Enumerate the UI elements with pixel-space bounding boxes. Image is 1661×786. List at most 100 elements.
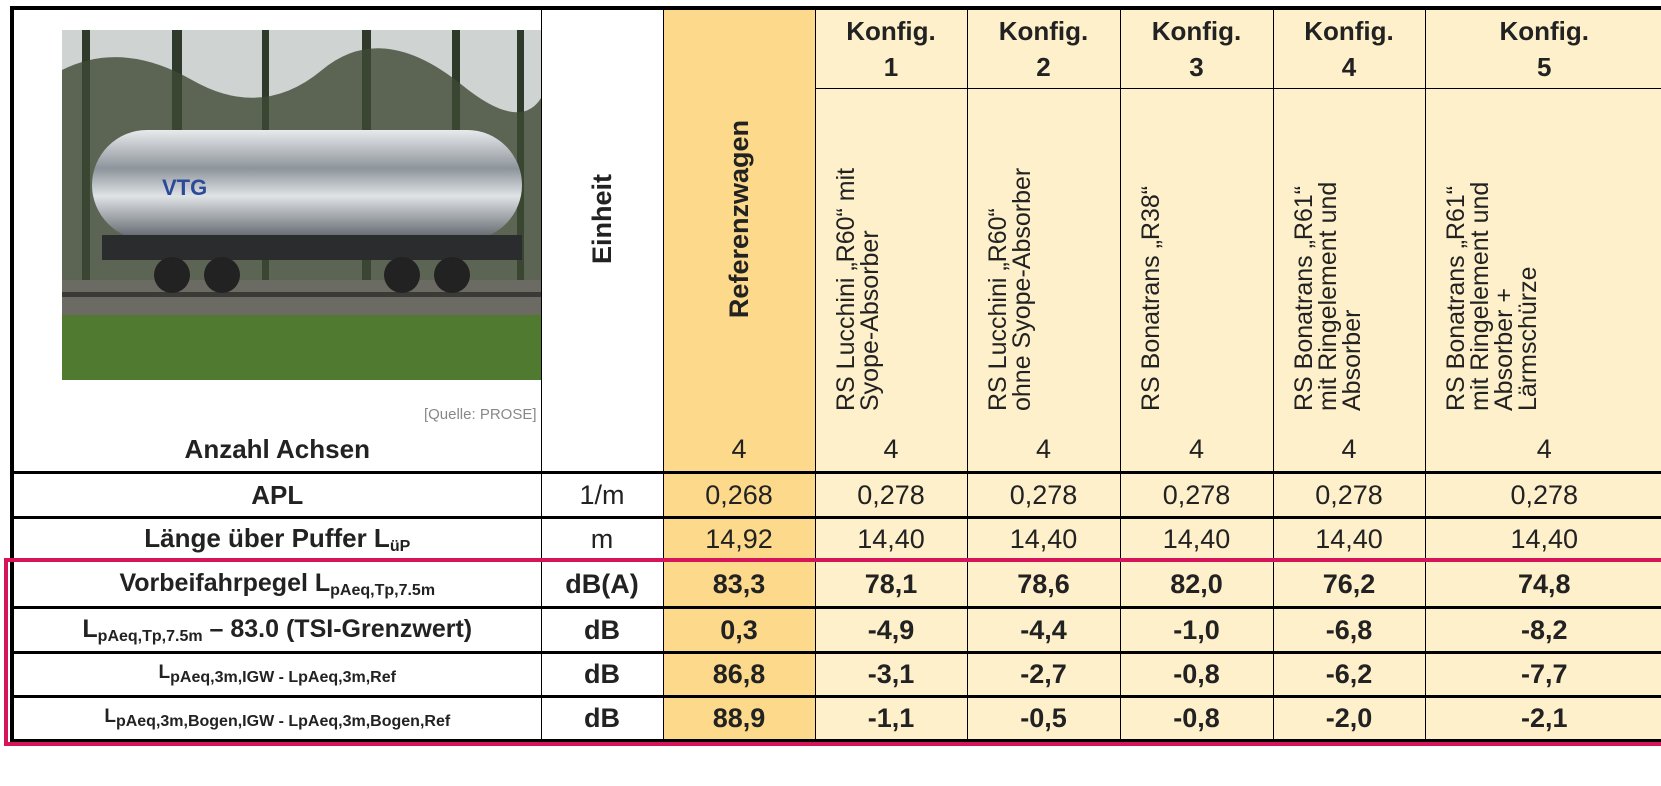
value-cell: -2,0 [1272,696,1426,742]
description-row: RS Lucchini „R60“ mit Syope-Absorber RS Lu… [12,88,1661,429]
value-cell: -0,8 [1119,696,1274,742]
highlight-frame [4,558,1661,746]
value-cell: 4 [1119,428,1274,474]
data-row: Vorbeifahrpegel LpAeq,Tp,7.5m dB(A) 83,3 78… [11,560,1661,609]
value-cell: 0,278 [1424,472,1661,519]
data-row: Anzahl Achsen 4 4 4 4 4 4 [11,428,1661,474]
description-text: RS Bonatrans „R38“ [1136,89,1165,429]
value-cell: -1,0 [1119,607,1274,654]
image-caption: [Quelle: PROSE] [423,405,537,423]
value-cell: 14,40 [1424,517,1661,562]
reference-header-text: Referenzwagen [723,120,754,319]
label-part: pAeq,Tp,7.5m [330,581,436,599]
data-row: Länge über Puffer LüP m 14,92 14,40 14,40 14,… [11,517,1661,562]
value-cell: 76,2 [1272,560,1426,609]
value-cell: 74,8 [1424,560,1661,609]
description-line: Syope-Absorber [855,229,884,411]
value-cell: 83,3 [662,560,816,609]
spec-table: VTG [Quelle: PROSE] Einheit Referenzwagen Ko… [10,6,1661,743]
value-cell: 14,40 [1119,517,1274,562]
row-label: Anzahl Achsen [11,428,542,474]
unit-header: Einheit [540,8,664,429]
config-header: Konfig. 4 [1272,8,1426,89]
description-text: RS Lucchini „R60“ mit Syope-Absorber [832,89,884,429]
row-unit: dB(A) [540,560,664,609]
description-box: RS Lucchini „R60“ mit Syope-Absorber [816,89,966,429]
row-label: APL [11,472,542,519]
row-label: LpAeq,3m,IGW - LpAeq,3m,Ref [11,652,542,698]
config-label: Konfig. [1151,15,1242,46]
value-cell: -2,7 [966,652,1121,698]
value-cell: -0,8 [1119,652,1274,698]
description-line: Lärmschürze [1513,266,1542,411]
value-cell: 86,8 [662,652,816,698]
value-cell: 14,92 [662,517,816,562]
config-number: 4 [1341,51,1357,82]
data-row: APL 1/m 0,268 0,278 0,278 0,278 0,278 0,278 [11,472,1661,519]
data-row: LpAeq,Tp,7.5m – 83.0 (TSI-Grenzwert) dB 0,… [11,607,1661,654]
row-unit: dB [540,607,664,654]
value-cell: -6,8 [1272,607,1426,654]
label-part: pAeq,3m,IGW - LpAeq,3m,Ref [170,669,396,686]
config-header: Konfig. 1 [814,8,968,89]
config-header: Konfig. 2 [966,8,1121,89]
config-number: 5 [1537,51,1552,82]
label-part: Anzahl Achsen [184,434,370,465]
value-cell: -7,7 [1424,652,1661,698]
config-description: RS Bonatrans „R61“ mit Ringelement und Abs… [1424,88,1661,429]
label-part: Länge über Puffer L [144,522,390,553]
label-part: L [158,662,171,683]
config-label: Konfig. [998,15,1089,46]
config-label: Konfig. [1304,15,1394,46]
svg-text:VTG: VTG [162,175,207,200]
image-cell: VTG [Quelle: PROSE] [11,8,542,429]
value-cell: 14,40 [1272,517,1426,562]
value-cell: -2,1 [1424,696,1661,742]
description-text: RS Bonatrans „R61“ mit Ringelement und Abs… [1442,89,1542,429]
description-line: RS Bonatrans „R38“ [1136,185,1165,411]
row-label: Vorbeifahrpegel LpAeq,Tp,7.5m [11,560,542,609]
label-part: üP [389,537,411,555]
row-label: Länge über Puffer LüP [11,517,542,562]
config-label: Konfig. [1499,15,1590,46]
description-box: RS Bonatrans „R61“ mit Ringelement und Abs… [1274,89,1424,429]
value-cell: -1,1 [814,696,968,742]
value-cell: 14,40 [814,517,968,562]
description-line: ohne Syope-Absorber [1007,167,1036,411]
row-unit: dB [540,696,664,742]
value-cell: 4 [1272,428,1426,474]
label-part: L [104,705,116,727]
value-cell: 0,278 [1272,472,1426,519]
config-number: 1 [883,51,899,82]
row-unit: m [540,517,664,562]
label-part: pAeq,3m,Bogen,IGW - LpAeq,3m,Bogen,Ref [115,712,451,730]
description-box: RS Bonatrans „R61“ mit Ringelement und Abs… [1426,89,1661,429]
label-part: pAeq,Tp,7.5m [97,627,203,645]
config-header: Konfig. 5 [1424,8,1661,89]
config-number: 3 [1189,51,1204,82]
value-cell: 4 [814,428,968,474]
value-cell: 82,0 [1119,560,1274,609]
description-text: RS Bonatrans „R61“ mit Ringelement und Abs… [1290,89,1366,429]
header-row: VTG [Quelle: PROSE] Einheit Referenzwagen Ko… [11,8,1661,429]
config-number: 2 [1036,51,1051,82]
label-part: Vorbeifahrpegel L [119,568,331,597]
data-row: LpAeq,3m,IGW - LpAeq,3m,Ref dB 86,8 -3,1 -2,… [11,652,1661,698]
label-part: APL [251,479,304,510]
config-description: RS Bonatrans „R38“ [1119,88,1274,429]
value-cell: -6,2 [1272,652,1426,698]
value-cell: 14,40 [966,517,1121,562]
data-row: LpAeq,3m,Bogen,IGW - LpAeq,3m,Bogen,Ref d… [11,696,1661,742]
value-cell: 0,278 [814,472,968,519]
value-cell: -4,4 [966,607,1121,654]
unit-header-text: Einheit [586,174,617,265]
value-cell: 4 [1424,428,1661,474]
value-cell: -4,9 [814,607,968,654]
row-label: LpAeq,3m,Bogen,IGW - LpAeq,3m,Bogen,Ref [11,696,542,742]
description-line: Absorber [1337,309,1366,411]
row-unit: 1/m [540,472,664,519]
value-cell: 0,278 [1119,472,1274,519]
row-label: LpAeq,Tp,7.5m – 83.0 (TSI-Grenzwert) [11,607,542,654]
value-cell: 4 [966,428,1121,474]
